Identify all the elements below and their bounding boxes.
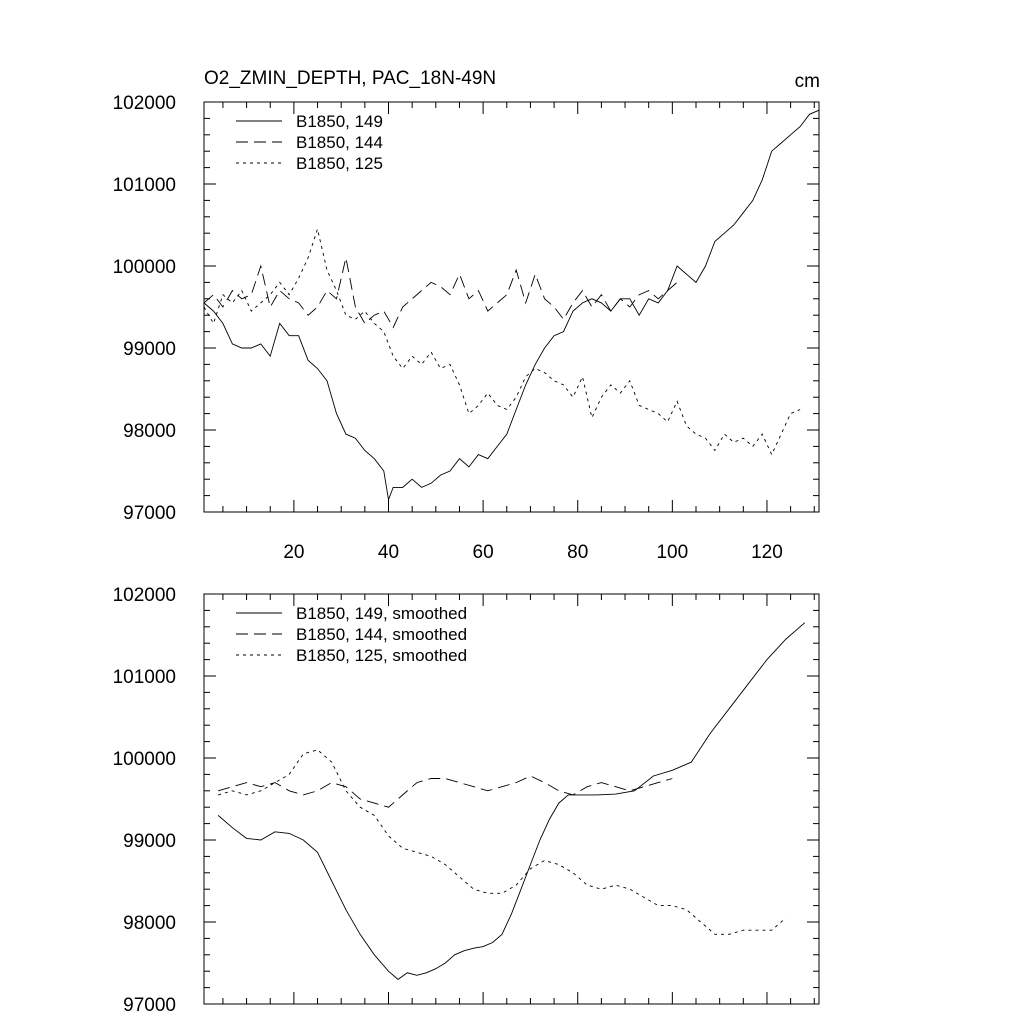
top-series-dotted-line: [203, 227, 801, 456]
bottom-plot-frame: [203, 593, 820, 1005]
top-xtick-label: 100: [656, 542, 688, 563]
top-legend: B1850, 149 B1850, 144 B1850, 125: [236, 112, 383, 173]
top-legend-label: B1850, 125: [296, 154, 383, 173]
bottom-legend-label: B1850, 149, smoothed: [296, 604, 467, 623]
chart-title: O2_ZMIN_DEPTH, PAC_18N-49N: [204, 68, 496, 89]
bottom-series-solid-line: [217, 622, 806, 980]
bottom-ytick-label: 101000: [113, 667, 176, 688]
bottom-legend: B1850, 149, smoothed B1850, 144, smoothed…: [236, 604, 467, 665]
bottom-ytick-label: 97000: [123, 995, 176, 1016]
top-legend-label: B1850, 144: [296, 133, 383, 152]
top-ytick-label: 98000: [123, 421, 176, 442]
top-series-group: [203, 109, 820, 502]
top-ytick-label: 97000: [123, 503, 176, 524]
top-series-dashed-line: [203, 257, 678, 329]
top-axis-ticks: 97000 98000 99000 100000 101000 102000 20 40 60 8…: [113, 93, 819, 563]
bottom-series-dashed-line: [218, 775, 673, 808]
top-xtick-label: 40: [378, 542, 399, 563]
bottom-ytick-label: 100000: [113, 749, 176, 770]
top-ytick-label: 100000: [113, 257, 176, 278]
bottom-panel: 97000 98000 99000 100000 101000 102000 B1850,…: [113, 585, 820, 1016]
top-xtick-label: 60: [473, 542, 494, 563]
top-series-solid-line: [203, 109, 820, 502]
top-ytick-label: 101000: [113, 175, 176, 196]
units-label: cm: [795, 71, 820, 92]
top-ytick-label: 99000: [123, 339, 176, 360]
top-xtick-label: 80: [567, 542, 588, 563]
bottom-ytick-label: 99000: [123, 831, 176, 852]
top-panel: O2_ZMIN_DEPTH, PAC_18N-49N cm 97000 98000…: [113, 68, 820, 563]
top-legend-label: B1850, 149: [296, 112, 383, 131]
bottom-legend-label: B1850, 144, smoothed: [296, 625, 467, 644]
bottom-axis-ticks: 97000 98000 99000 100000 101000 102000: [113, 585, 819, 1016]
bottom-series-group: [217, 622, 806, 980]
bottom-legend-label: B1850, 125, smoothed: [296, 646, 467, 665]
top-ytick-label: 102000: [113, 93, 176, 114]
top-xtick-label: 20: [283, 542, 304, 563]
bottom-ytick-label: 98000: [123, 913, 176, 934]
bottom-ytick-label: 102000: [113, 585, 176, 606]
top-plot-frame: [203, 101, 820, 513]
top-xtick-label: 120: [751, 542, 783, 563]
bottom-series-dotted-line: [218, 749, 787, 935]
